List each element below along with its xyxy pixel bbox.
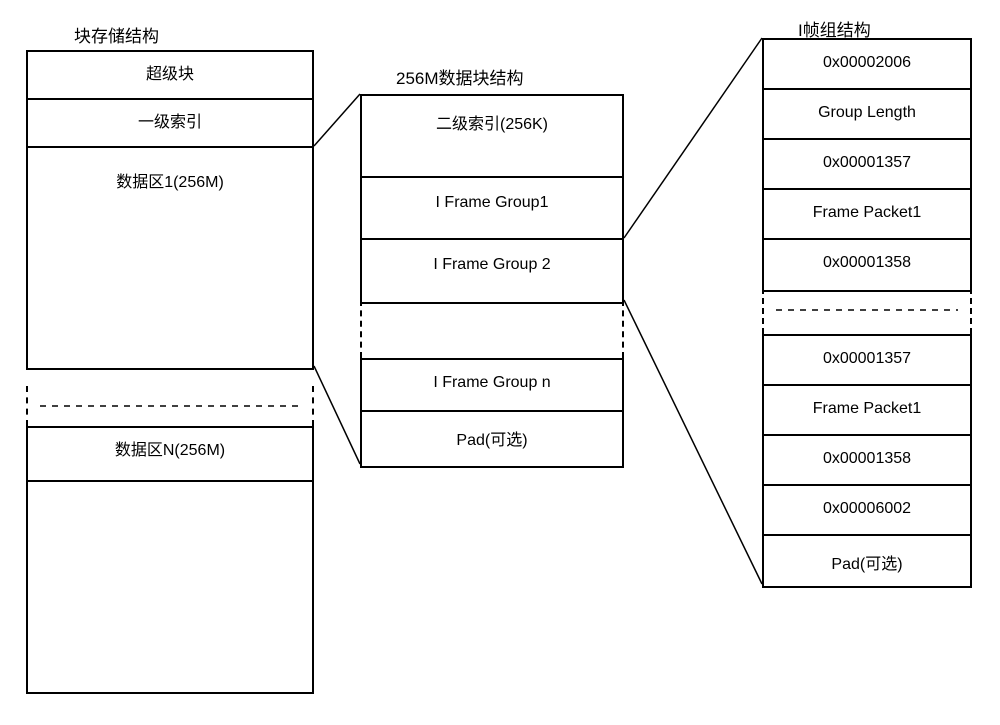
col3-r8: 0x00001358: [764, 436, 970, 486]
col3-r2: Group Length: [764, 90, 970, 140]
col3-r1: 0x00002006: [764, 40, 970, 90]
col1-superblock: 超级块: [28, 52, 312, 100]
col3-r10: Pad(可选): [764, 536, 970, 586]
col1-lower: 数据区N(256M): [26, 426, 314, 694]
col1-gap-right: [312, 386, 314, 426]
col1-title: 块存储结构: [74, 22, 159, 47]
col3-r5: 0x00001358: [764, 240, 970, 290]
col1-gap-left: [26, 386, 28, 426]
diagram-root: 块存储结构 256M数据块结构 I帧组结构 超级块 一级索引 数据区1(256M…: [20, 20, 980, 705]
col1-dataN: 数据区N(256M): [28, 428, 312, 482]
col2-pad: Pad(可选): [362, 412, 622, 466]
col1-rest: [28, 482, 312, 692]
col2-gn: I Frame Group n: [362, 360, 622, 412]
col2-lower: I Frame Group n Pad(可选): [360, 358, 624, 468]
col2-upper: 二级索引(256K) I Frame Group1 I Frame Group …: [360, 94, 624, 304]
col2-g1: I Frame Group1: [362, 178, 622, 240]
col3-upper: 0x00002006 Group Length 0x00001357 Frame…: [762, 38, 972, 292]
col2-gap-right: [622, 300, 624, 358]
col2-index2: 二级索引(256K): [362, 96, 622, 178]
col1-upper: 超级块 一级索引 数据区1(256M): [26, 50, 314, 370]
col2-g2: I Frame Group 2: [362, 240, 622, 302]
col3-r6: 0x00001357: [764, 336, 970, 386]
col2-title: 256M数据块结构: [396, 64, 524, 89]
col3-r4: Frame Packet1: [764, 190, 970, 240]
col3-r3: 0x00001357: [764, 140, 970, 190]
col3-r9: 0x00006002: [764, 486, 970, 536]
col1-data1: 数据区1(256M): [28, 148, 312, 368]
col3-r7: Frame Packet1: [764, 386, 970, 436]
col3-gap-left: [762, 288, 764, 334]
col2-gap-left: [360, 300, 362, 358]
col3-gap-right: [970, 288, 972, 334]
col3-lower: 0x00001357 Frame Packet1 0x00001358 0x00…: [762, 334, 972, 588]
col1-index1: 一级索引: [28, 100, 312, 148]
